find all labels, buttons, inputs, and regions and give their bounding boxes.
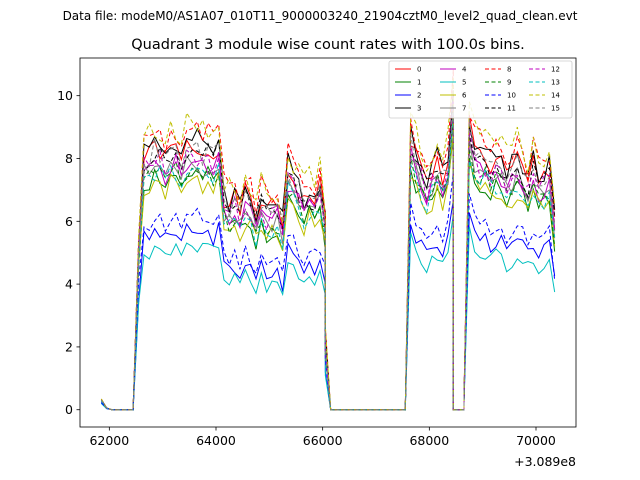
y-tick-label: 6 bbox=[65, 214, 73, 229]
legend-label-14: 14 bbox=[551, 92, 560, 100]
legend-label-8: 8 bbox=[507, 66, 511, 74]
legend-label-11: 11 bbox=[507, 105, 516, 113]
series-line-11 bbox=[100, 91, 556, 411]
x-tick-label: 70000 bbox=[516, 433, 556, 448]
legend-label-15: 15 bbox=[551, 105, 560, 113]
legend-label-6: 6 bbox=[462, 92, 467, 100]
legend-label-12: 12 bbox=[551, 66, 560, 74]
x-tick-label: 62000 bbox=[89, 433, 129, 448]
legend-box bbox=[388, 60, 573, 119]
legend-label-13: 13 bbox=[551, 79, 560, 87]
x-tick-label: 64000 bbox=[196, 433, 236, 448]
y-tick-label: 4 bbox=[65, 277, 73, 292]
legend-label-4: 4 bbox=[462, 66, 467, 74]
x-tick-label: 68000 bbox=[409, 433, 449, 448]
y-tick-label: 10 bbox=[57, 88, 73, 103]
series-lines bbox=[100, 69, 556, 411]
x-tick-label: 66000 bbox=[303, 433, 343, 448]
legend-label-0: 0 bbox=[417, 66, 421, 74]
y-tick-label: 8 bbox=[65, 151, 73, 166]
x-offset-text: +3.089e8 bbox=[514, 454, 576, 469]
y-tick-label: 2 bbox=[65, 339, 73, 354]
x-axis: 62000 64000 66000 68000 70000 bbox=[89, 427, 556, 448]
y-tick-label: 0 bbox=[65, 402, 73, 417]
legend-label-3: 3 bbox=[417, 105, 421, 113]
legend-label-1: 1 bbox=[417, 79, 421, 87]
legend-label-5: 5 bbox=[462, 79, 466, 87]
plot-frame bbox=[79, 57, 577, 428]
legend-label-10: 10 bbox=[507, 92, 516, 100]
data-file-suptitle: Data file: modeM0/AS1A07_010T11_90000032… bbox=[63, 9, 578, 23]
series-line-15 bbox=[100, 104, 556, 411]
legend-label-7: 7 bbox=[462, 105, 466, 113]
y-axis: 0 2 4 6 8 10 bbox=[57, 88, 80, 417]
series-line-8 bbox=[100, 69, 556, 411]
legend-label-9: 9 bbox=[507, 79, 511, 87]
legend-label-2: 2 bbox=[417, 92, 421, 100]
chart-title: Quadrant 3 module wise count rates with … bbox=[131, 37, 525, 53]
